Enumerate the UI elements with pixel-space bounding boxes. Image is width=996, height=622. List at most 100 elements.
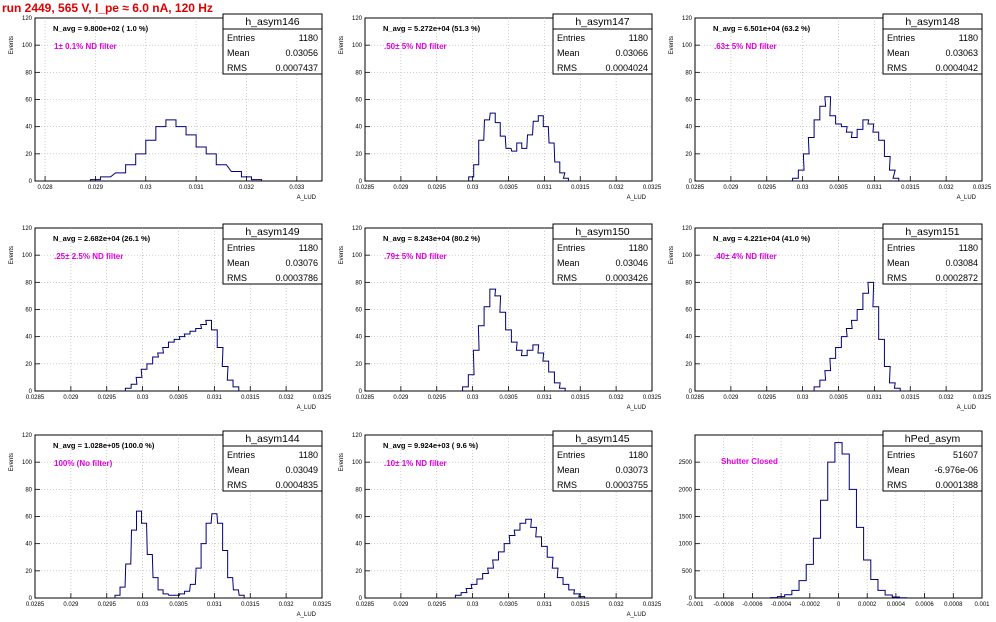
y-tick-label: 40 — [355, 542, 362, 548]
y-tick-label: 120 — [682, 226, 693, 232]
y-tick-label: 80 — [355, 487, 362, 493]
y-tick-label: 40 — [685, 125, 692, 131]
x-tick-label: 0.0006 — [915, 602, 934, 608]
x-tick-label: 0.031 — [207, 602, 223, 608]
x-tick-label: 0.0305 — [499, 602, 518, 608]
x-tick-label: 0.0315 — [901, 185, 920, 191]
x-tick-label: 0.0315 — [571, 395, 590, 401]
x-tick-label: 0.0295 — [98, 395, 117, 401]
y-tick-label: 1500 — [679, 515, 693, 521]
histogram-series — [124, 319, 240, 391]
navg-label: N_avg = 5.272e+04 (51.3 %) — [383, 24, 481, 33]
stats-box — [882, 13, 983, 75]
run-title: run 2449, 565 V, I_pe ≈ 6.0 nA, 120 Hz — [2, 1, 213, 15]
x-axis-title: A_LUD — [627, 405, 647, 411]
stats-value-rms: 0.0003426 — [605, 273, 648, 283]
x-tick-label: 0.031 — [537, 185, 553, 191]
stats-value-entries: 1180 — [299, 450, 318, 460]
stats-label-mean: Mean — [887, 258, 910, 268]
filter-note: 1± 0.1% ND filter — [54, 42, 117, 51]
x-axis-title: A_LUD — [627, 195, 647, 201]
y-tick-label: 100 — [352, 43, 363, 49]
stats-value-entries: 1180 — [959, 243, 978, 253]
stats-value-rms: 0.0004835 — [275, 480, 318, 490]
navg-label: N_avg = 2.682e+04 (26.1 %) — [53, 234, 151, 243]
y-tick-label: 60 — [355, 308, 362, 314]
filter-note: 100% (No filter) — [54, 459, 113, 468]
x-tick-label: 0.029 — [63, 602, 79, 608]
stats-label-mean: Mean — [557, 258, 580, 268]
x-tick-label: -0.0006 — [742, 602, 763, 608]
y-tick-label: 0 — [359, 596, 363, 602]
x-tick-label: 0.0315 — [241, 395, 260, 401]
y-tick-label: 20 — [25, 152, 32, 158]
filter-note: .25± 2.5% ND filter — [54, 252, 123, 261]
histogram-series — [89, 119, 263, 181]
stats-label-entries: Entries — [227, 33, 256, 43]
filter-note: .79± 5% ND filter — [384, 252, 447, 261]
filter-note: .50± 5% ND filter — [384, 42, 447, 51]
x-tick-label: 0.0295 — [98, 602, 117, 608]
y-tick-label: 20 — [355, 152, 362, 158]
stats-value-rms: 0.0003755 — [605, 480, 648, 490]
navg-label: N_avg = 8.243e+04 (80.2 %) — [383, 234, 481, 243]
y-tick-label: 100 — [352, 253, 363, 259]
stats-value-entries: 1180 — [629, 33, 648, 43]
x-tick-label: 0 — [837, 602, 841, 608]
y-tick-label: 80 — [25, 280, 32, 286]
stats-box — [222, 223, 323, 285]
x-tick-label: 0.0004 — [887, 602, 906, 608]
x-tick-label: 0.0325 — [643, 395, 662, 401]
y-tick-label: 100 — [22, 43, 33, 49]
histogram-series — [114, 510, 245, 598]
x-tick-label: 0.0305 — [499, 395, 518, 401]
x-tick-label: -0.0002 — [800, 602, 821, 608]
x-tick-label: 0.03 — [797, 395, 809, 401]
histogram-panel: 0.0285 0.029 0.0295 0.03 0.0305 0.031 0.0315 0.… — [669, 223, 992, 411]
x-tick-label: 0.0295 — [428, 185, 447, 191]
stats-label-entries: Entries — [887, 33, 916, 43]
y-tick-label: 60 — [685, 308, 692, 314]
y-tick-label: 40 — [25, 125, 32, 131]
filter-note: Shutter Closed — [721, 457, 778, 466]
stats-value-entries: 51607 — [953, 450, 978, 460]
stats-value-mean: 0.03056 — [285, 48, 318, 58]
y-tick-label: 20 — [25, 569, 32, 575]
y-tick-label: 120 — [22, 226, 33, 232]
y-tick-label: 60 — [355, 98, 362, 104]
x-tick-label: 0.0285 — [26, 395, 45, 401]
y-tick-label: 120 — [682, 16, 693, 22]
x-tick-label: 0.0285 — [26, 602, 45, 608]
x-tick-label: 0.0008 — [944, 602, 963, 608]
y-tick-label: 0 — [689, 389, 693, 395]
y-tick-label: 40 — [685, 335, 692, 341]
x-tick-label: 0.032 — [939, 395, 955, 401]
x-tick-label: 0.0285 — [686, 395, 705, 401]
x-tick-label: 0.0325 — [973, 395, 992, 401]
stats-box — [222, 430, 323, 492]
navg-label: N_avg = 4.221e+04 (41.0 %) — [713, 234, 811, 243]
histogram-panel: 0.0285 0.029 0.0295 0.03 0.0305 0.031 0.0315 0.… — [9, 430, 332, 618]
stats-label-mean: Mean — [557, 48, 580, 58]
x-tick-label: 0.0285 — [356, 185, 375, 191]
histogram-title: hPed_asym — [905, 433, 961, 445]
x-tick-label: 0.0305 — [169, 395, 188, 401]
filter-note: .63± 5% ND filter — [714, 42, 777, 51]
stats-box — [222, 13, 323, 75]
y-tick-label: 20 — [25, 362, 32, 368]
y-tick-label: 60 — [25, 308, 32, 314]
stats-label-rms: RMS — [227, 273, 247, 283]
y-tick-label: 100 — [682, 43, 693, 49]
filter-note: .40± 4% ND filter — [714, 252, 777, 261]
stats-value-entries: 1180 — [629, 243, 648, 253]
histogram-title: h_asym146 — [245, 16, 299, 28]
stats-value-rms: 0.0002872 — [935, 273, 978, 283]
histogram-title: h_asym149 — [245, 226, 299, 238]
x-tick-label: -0.0008 — [714, 602, 735, 608]
histogram-title: h_asym145 — [575, 433, 629, 445]
x-tick-label: 0.03 — [467, 395, 479, 401]
y-tick-label: 120 — [22, 433, 33, 439]
x-tick-label: 0.0305 — [829, 395, 848, 401]
stats-box — [552, 13, 653, 75]
stats-label-rms: RMS — [227, 480, 247, 490]
